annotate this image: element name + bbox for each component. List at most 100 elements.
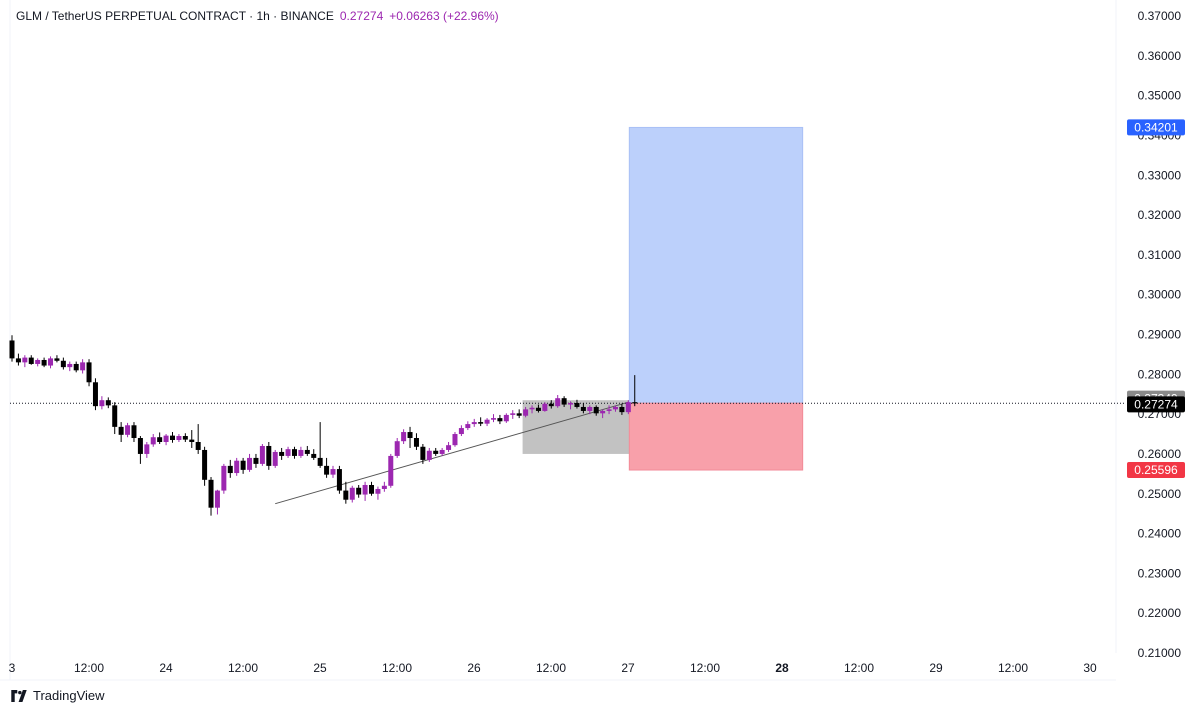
target-price-tag: 0.34201	[1134, 120, 1178, 134]
candle-body	[125, 425, 131, 435]
candle-body	[413, 438, 419, 447]
candle-body	[317, 457, 323, 466]
candle	[28, 355, 34, 365]
candle	[279, 447, 285, 460]
x-tick-label: 27	[621, 661, 635, 675]
candle	[394, 438, 400, 458]
candle-body	[548, 403, 554, 407]
y-tick-label: 0.26000	[1138, 447, 1182, 461]
x-tick-label: 12:00	[844, 661, 874, 675]
candle	[420, 443, 426, 464]
candle	[548, 400, 554, 409]
candle-body	[535, 407, 541, 411]
candle	[632, 375, 638, 407]
candle-body	[131, 425, 137, 439]
candle	[458, 425, 464, 437]
candle	[208, 477, 214, 516]
candle-body	[80, 362, 86, 371]
candle	[401, 429, 407, 444]
candles	[9, 335, 638, 516]
candle-body	[587, 406, 593, 411]
candle-body	[227, 465, 233, 474]
x-tick-label: 12:00	[998, 661, 1028, 675]
candle	[99, 396, 105, 410]
candle	[535, 404, 541, 413]
candle-body	[22, 357, 28, 363]
candle-body	[426, 450, 432, 460]
candle	[484, 418, 490, 427]
candle-body	[54, 358, 60, 361]
candle-body	[343, 490, 349, 500]
chart-grid	[0, 0, 1117, 681]
candle	[413, 433, 419, 450]
candle-body	[336, 469, 342, 491]
candle-body	[73, 363, 79, 371]
candle-body	[484, 419, 490, 424]
y-tick-label: 0.29000	[1138, 328, 1182, 342]
candle-body	[182, 436, 188, 440]
candle	[227, 459, 233, 478]
candle-body	[356, 487, 362, 495]
candle-body	[28, 357, 34, 364]
candle	[214, 489, 220, 515]
candle	[452, 432, 458, 447]
candle	[189, 430, 195, 448]
candle	[285, 446, 291, 458]
candle-body	[420, 446, 426, 460]
candle-body	[568, 402, 574, 405]
candle-body	[105, 400, 111, 406]
candle	[266, 441, 272, 470]
candle-body	[561, 398, 567, 405]
candle	[356, 484, 362, 498]
candle-body	[112, 405, 118, 427]
candle-body	[92, 382, 98, 407]
candle-body	[311, 453, 317, 458]
x-tick-label: 26	[467, 661, 481, 675]
candle-body	[555, 398, 561, 407]
candle	[317, 422, 323, 468]
candle-body	[279, 451, 285, 456]
candle	[234, 457, 240, 476]
candle-body	[208, 479, 214, 508]
candle-body	[580, 406, 586, 411]
y-tick-label: 0.21000	[1138, 646, 1182, 660]
candle	[426, 447, 432, 462]
candle	[503, 413, 509, 423]
candle-body	[503, 414, 509, 422]
candle-body	[394, 441, 400, 456]
candle-body	[439, 449, 445, 454]
candle-body	[304, 449, 310, 454]
candle-body	[285, 449, 291, 456]
x-tick-label: 30	[1083, 661, 1097, 675]
candle-body	[497, 418, 503, 422]
candle	[375, 486, 381, 500]
candle	[516, 409, 522, 419]
candle	[131, 422, 137, 442]
footer-brand[interactable]: TradingView	[10, 688, 105, 703]
candle	[523, 406, 529, 418]
y-tick-label: 0.23000	[1138, 566, 1182, 580]
candle-body	[67, 363, 73, 368]
profit-zone	[628, 126, 804, 404]
candle-body	[446, 445, 452, 450]
candle-body	[612, 406, 618, 410]
candle	[433, 447, 439, 456]
position-zones[interactable]	[10, 126, 1126, 505]
candle-body	[330, 469, 336, 475]
candle-body	[529, 407, 535, 410]
candle	[439, 447, 445, 456]
candle-body	[632, 402, 638, 404]
y-tick-label: 0.33000	[1138, 168, 1182, 182]
candle	[336, 465, 342, 494]
candle-body	[407, 432, 413, 439]
candle-body	[234, 460, 240, 474]
candle	[41, 357, 47, 368]
stop-price-tag: 0.25596	[1134, 463, 1178, 477]
candle-body	[157, 437, 163, 442]
candle-body	[118, 426, 124, 435]
candle	[446, 441, 452, 452]
candle-body	[381, 485, 387, 489]
candle-body	[221, 465, 227, 491]
candle	[555, 395, 561, 408]
